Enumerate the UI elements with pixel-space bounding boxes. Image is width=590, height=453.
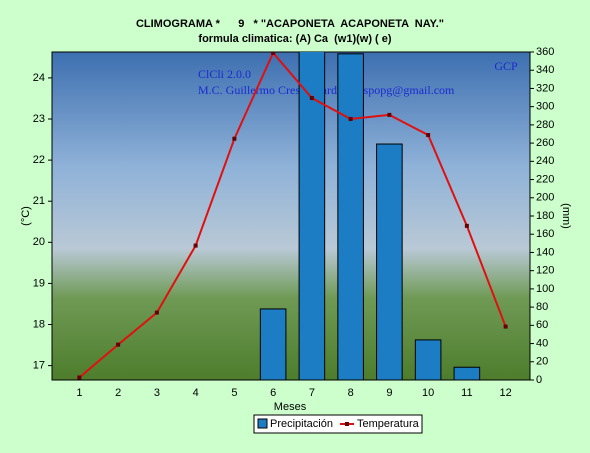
marker (348, 116, 353, 121)
marker (271, 52, 276, 55)
y2-axis-label: (mm) (560, 203, 572, 229)
legend-swatch (345, 422, 349, 426)
x-tick-label: 12 (500, 387, 512, 399)
y2-tick-label: 60 (536, 319, 548, 331)
marker (503, 324, 508, 329)
x-tick-label: 3 (154, 387, 160, 399)
y2-tick-label: 340 (536, 64, 554, 76)
x-tick-label: 1 (76, 387, 82, 399)
logo: GCP (494, 59, 518, 73)
x-tick-label: 2 (115, 387, 121, 399)
marker (232, 136, 237, 141)
y-tick-label: 18 (33, 318, 45, 330)
y-tick-label: 21 (33, 195, 45, 207)
legend-items: Precipitación Temperatura (257, 418, 420, 430)
y2-tick-label: 240 (536, 155, 554, 167)
watermark: M.C. Guillermo Crespo Pardo crespopg@gma… (198, 83, 455, 97)
legend-label: Precipitación (270, 418, 333, 430)
x-tick-label: 4 (193, 387, 199, 399)
x-tick-label: 7 (309, 387, 315, 399)
y-tick-label: 24 (33, 72, 45, 84)
bar (376, 143, 403, 380)
y2-tick-label: 100 (536, 283, 554, 295)
legend (253, 414, 423, 434)
y2-tick-label: 200 (536, 192, 554, 204)
marker (426, 133, 431, 138)
axes: 1718192021222324020406080100120140160180… (33, 46, 555, 399)
y-tick-label: 17 (33, 360, 45, 372)
y2-tick-label: 220 (536, 173, 554, 185)
line (78, 52, 507, 379)
bar (337, 53, 364, 380)
y-tick-label: 19 (33, 277, 45, 289)
bar (414, 339, 442, 380)
marker (387, 112, 392, 117)
y2-tick-label: 160 (536, 228, 554, 240)
x-axis-label: Meses (274, 401, 307, 413)
bar (259, 308, 287, 380)
chart-title: CLIMOGRAMA * 9 * "ACAPONETA ACAPONETA NA… (136, 18, 444, 30)
y2-tick-label: 40 (536, 337, 548, 349)
y2-tick-label: 120 (536, 265, 554, 277)
y-axis-label: (°C) (20, 206, 32, 226)
x-tick-label: 11 (461, 387, 472, 399)
x-tick-label: 8 (348, 387, 354, 399)
bar (298, 52, 326, 380)
bar (453, 366, 481, 380)
marker (464, 223, 469, 228)
y-tick-label: 22 (33, 154, 45, 166)
y2-tick-label: 360 (536, 46, 554, 58)
marker (116, 342, 121, 347)
y2-tick-label: 320 (536, 82, 554, 94)
x-tick-label: 6 (270, 387, 276, 399)
y2-tick-label: 80 (536, 301, 548, 313)
marker (193, 243, 198, 248)
y2-tick-label: 280 (536, 119, 554, 131)
y2-tick-label: 300 (536, 101, 554, 113)
y2-tick-label: 180 (536, 210, 554, 222)
y-tick-label: 23 (33, 113, 45, 125)
x-tick-label: 5 (231, 387, 237, 399)
y2-tick-label: 0 (536, 374, 542, 386)
legend-label: Temperatura (357, 418, 420, 430)
watermark: ClCli 2.0.0 (198, 67, 251, 81)
chart-subtitle: formula climatica: (A) Ca (w1)(w) ( e) (198, 33, 391, 45)
plot-marks (77, 52, 508, 380)
legend-swatch (257, 418, 268, 429)
marker (77, 375, 82, 380)
y-tick-label: 20 (33, 236, 45, 248)
marker (309, 96, 314, 101)
y2-tick-label: 260 (536, 137, 554, 149)
plot-area (51, 51, 531, 381)
x-tick-label: 9 (386, 387, 392, 399)
y2-tick-label: 20 (536, 356, 548, 368)
marker (154, 310, 159, 315)
y2-tick-label: 140 (536, 246, 554, 258)
x-tick-label: 10 (422, 387, 434, 399)
